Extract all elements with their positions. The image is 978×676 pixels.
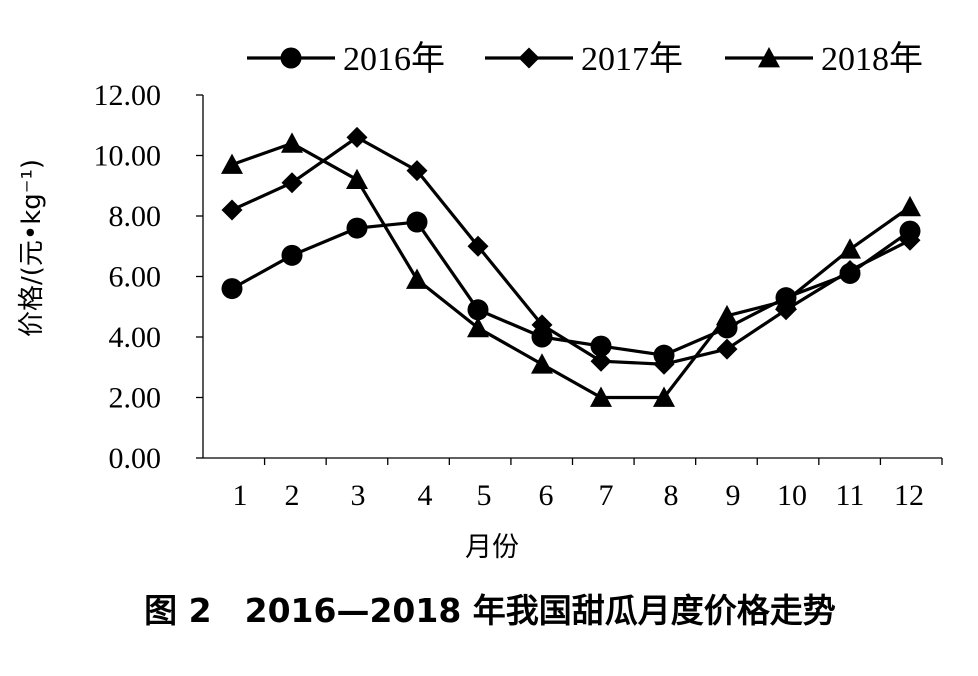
series-line <box>231 220 911 357</box>
x-tick-label: 7 <box>599 479 614 512</box>
data-point <box>839 238 861 259</box>
data-point <box>653 353 675 375</box>
y-tick-label: 4.00 <box>109 321 162 354</box>
legend-label: 2018年 <box>821 40 923 78</box>
data-point <box>716 304 738 326</box>
series-line <box>231 135 911 366</box>
legend-label: 2017年 <box>581 40 683 78</box>
figure-caption: 图 2 2016—2018 年我国甜瓜月度价格走势 <box>144 591 836 630</box>
legend-item: 2017年 <box>485 40 683 78</box>
x-tick-label: 12 <box>894 479 924 512</box>
y-tick-label: 12.00 <box>94 79 162 112</box>
data-point <box>406 211 428 233</box>
data-point <box>221 199 243 221</box>
data-point <box>467 299 489 321</box>
data-point <box>346 126 368 148</box>
x-tick-label: 11 <box>836 479 865 512</box>
x-tick-label: 6 <box>539 479 554 512</box>
data-point <box>346 217 368 239</box>
y-tick-label: 6.00 <box>109 261 162 294</box>
series-triangle <box>221 132 921 407</box>
y-tick-label: 2.00 <box>109 382 162 415</box>
data-point <box>221 278 243 300</box>
x-tick-label: 1 <box>233 479 248 512</box>
data-point <box>531 353 553 374</box>
y-tick-labels: 0.00 2.00 4.00 6.00 8.00 10.00 12.00 <box>94 79 162 475</box>
axes <box>196 94 943 465</box>
x-tick-label: 4 <box>418 479 433 512</box>
x-tick-label: 2 <box>285 479 300 512</box>
data-point <box>467 316 489 338</box>
series-diamond <box>221 126 921 375</box>
data-point <box>899 195 921 217</box>
legend-item: 2016年 <box>247 40 445 78</box>
legend-marker <box>518 47 540 69</box>
series-line <box>231 141 911 400</box>
data-point <box>590 350 612 372</box>
data-point <box>899 229 921 251</box>
data-point <box>716 338 738 360</box>
legend-item: 2018年 <box>725 40 923 78</box>
y-axis-label: 价格/(元•kg⁻¹) <box>17 159 47 337</box>
x-tick-label: 8 <box>664 479 679 512</box>
data-point <box>281 172 303 194</box>
series-group <box>221 126 921 407</box>
data-point <box>531 314 553 336</box>
x-tick-label: 10 <box>777 479 807 512</box>
data-point <box>221 153 243 174</box>
legend-marker <box>280 47 302 69</box>
data-point <box>406 268 428 289</box>
data-point <box>531 326 553 348</box>
y-tick-label: 0.00 <box>109 442 162 475</box>
data-point <box>590 335 612 357</box>
legend-label: 2016年 <box>343 40 445 78</box>
x-tick-labels: 1 2 3 4 5 6 7 8 9 10 11 12 <box>233 479 925 512</box>
x-axis-label: 月份 <box>465 532 519 563</box>
x-tick-label: 3 <box>351 479 366 512</box>
y-tick-label: 8.00 <box>109 200 162 233</box>
data-point <box>839 259 861 281</box>
y-tick-label: 10.00 <box>94 140 162 173</box>
x-tick-label: 5 <box>477 479 492 512</box>
data-point <box>590 386 612 407</box>
legend: 2016年 2017年 2018年 <box>247 40 923 78</box>
legend-marker <box>758 47 780 68</box>
data-point <box>406 160 428 182</box>
data-point <box>281 132 303 153</box>
data-point <box>653 386 675 407</box>
data-point <box>281 244 303 266</box>
data-point <box>346 168 368 190</box>
x-tick-label: 9 <box>726 479 741 512</box>
data-point <box>775 289 797 311</box>
data-point <box>467 235 489 257</box>
